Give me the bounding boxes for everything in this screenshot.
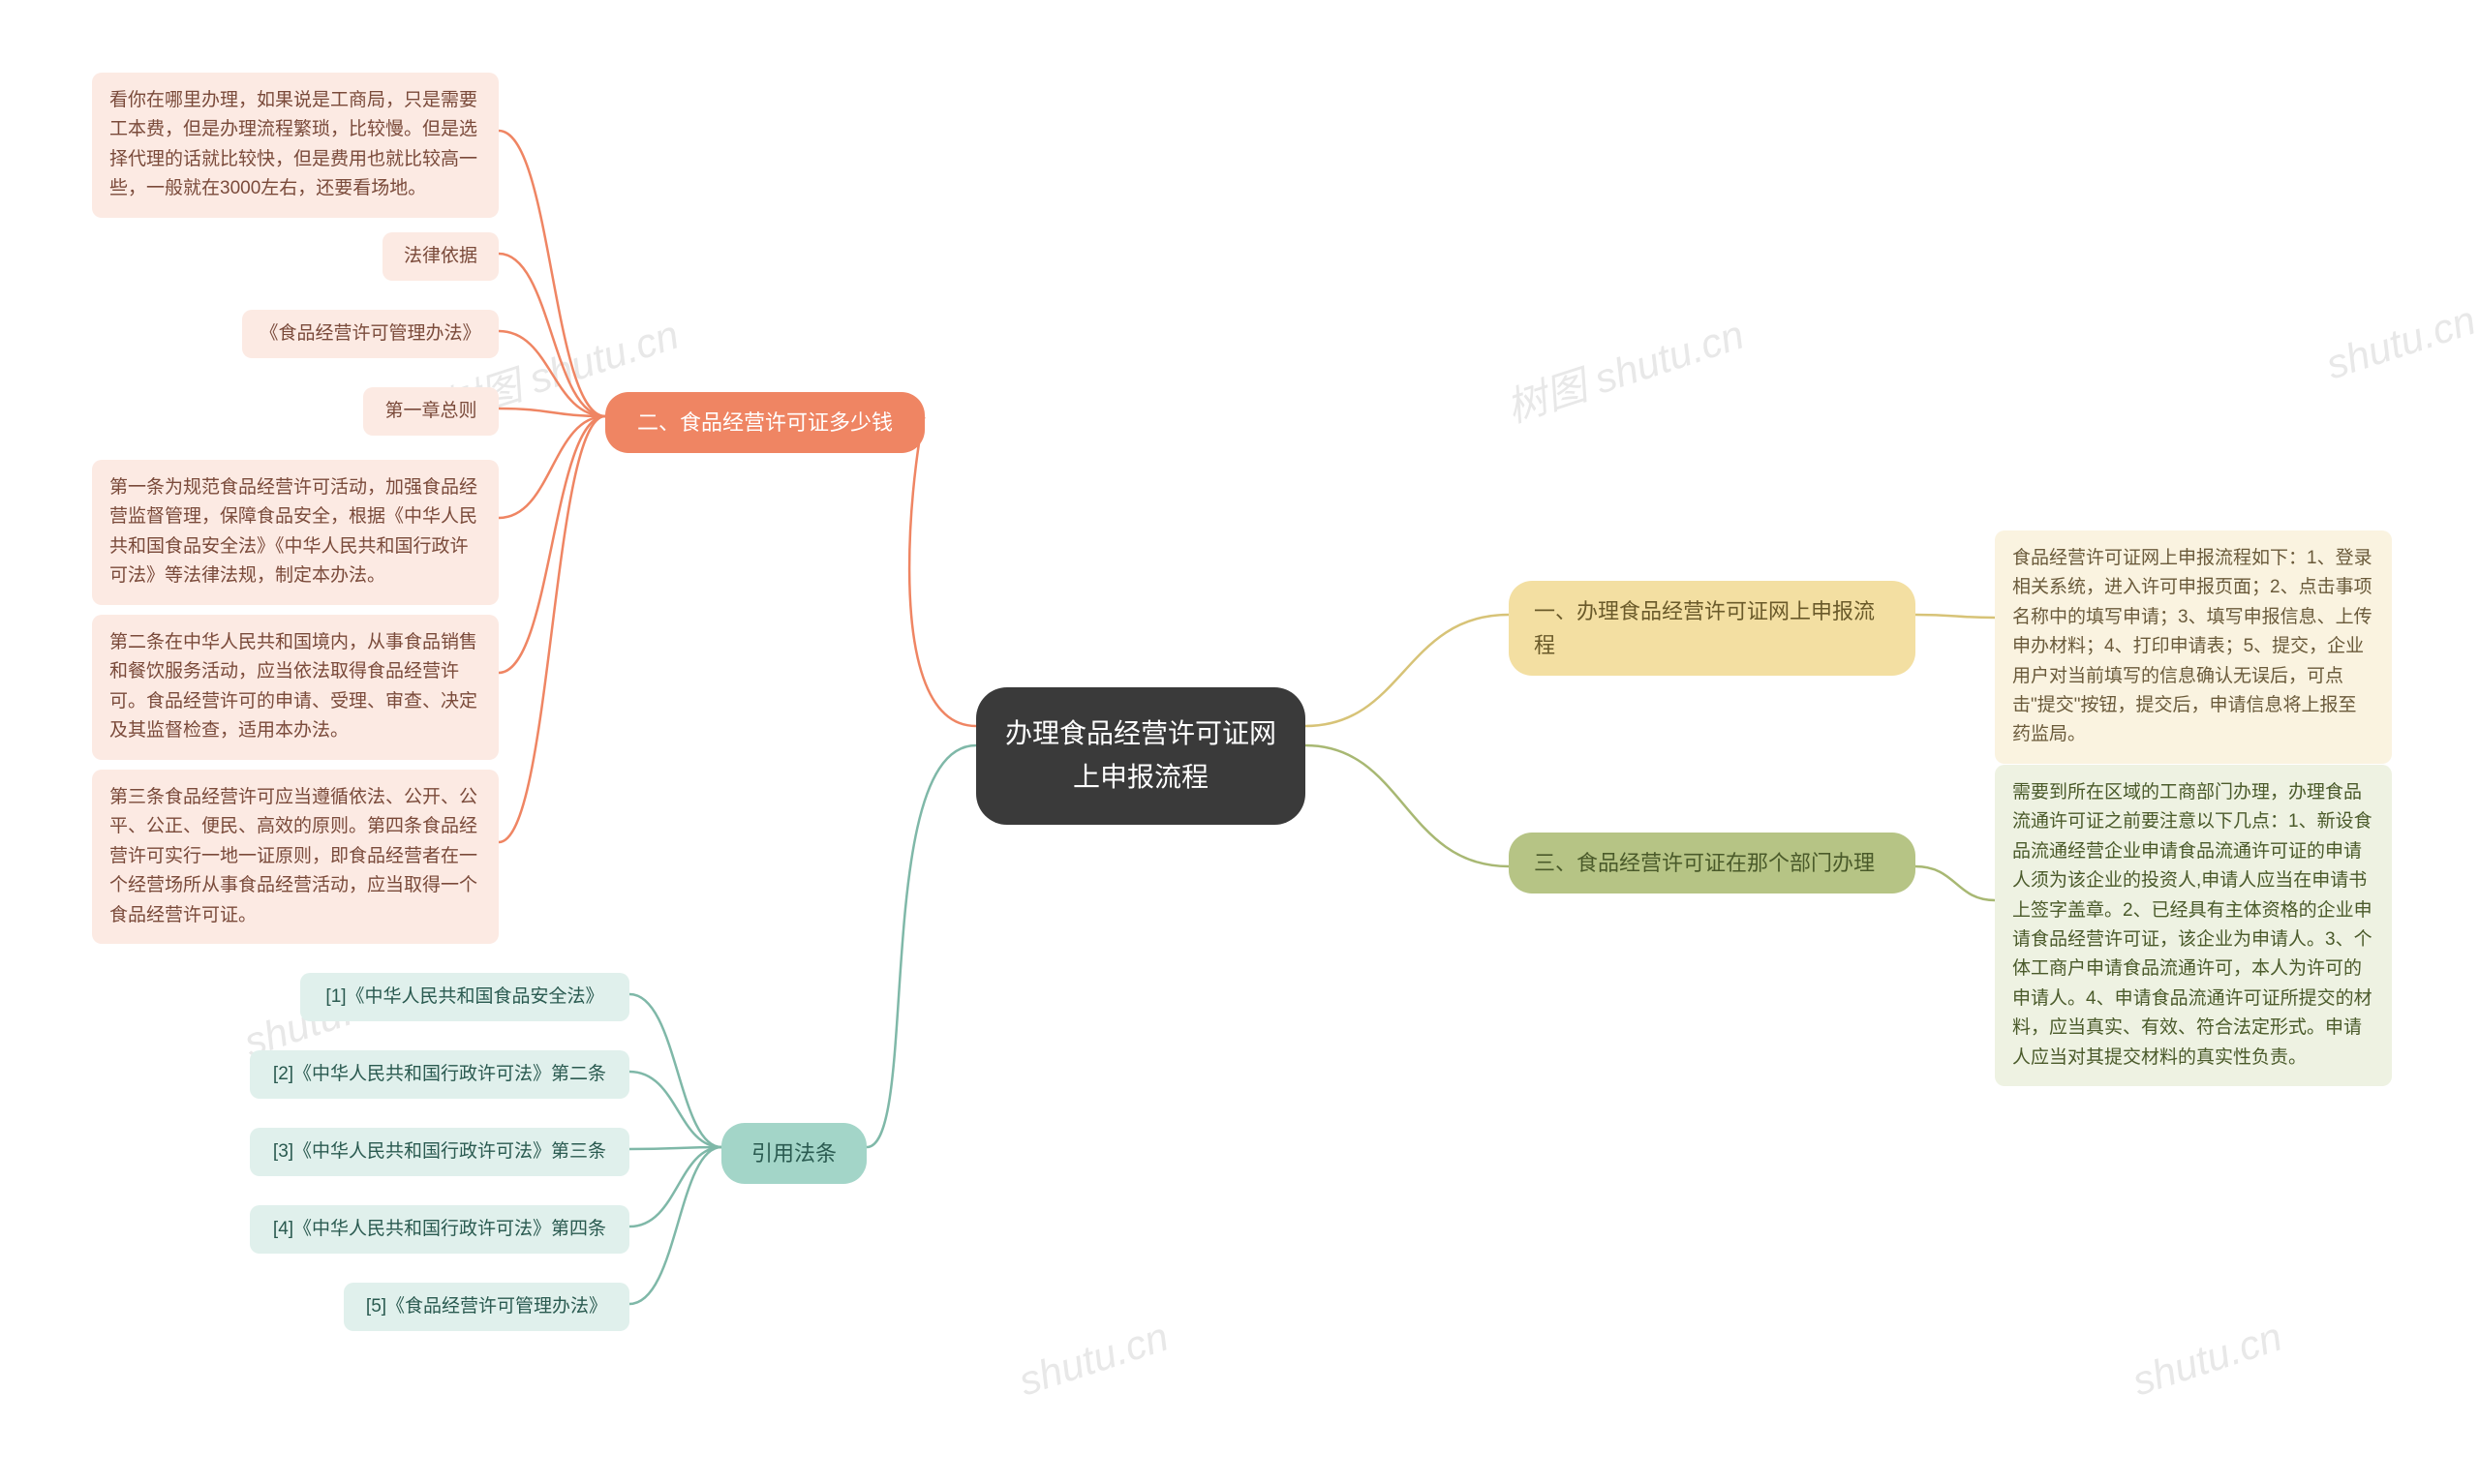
leaf-b2-3[interactable]: 《食品经营许可管理办法》 bbox=[242, 310, 499, 358]
branch-node-2[interactable]: 二、食品经营许可证多少钱 bbox=[605, 392, 925, 453]
leaf-b2-7[interactable]: 第三条食品经营许可应当遵循依法、公开、公平、公正、便民、高效的原则。第四条食品经… bbox=[92, 770, 499, 944]
watermark: shutu.cn bbox=[2127, 1314, 2287, 1406]
leaf-b2-4[interactable]: 第一章总则 bbox=[363, 387, 499, 436]
branch-node-4[interactable]: 引用法条 bbox=[721, 1123, 867, 1184]
watermark: shutu.cn bbox=[1013, 1314, 1174, 1406]
leaf-b2-5[interactable]: 第一条为规范食品经营许可活动，加强食品经营监督管理，保障食品安全，根据《中华人民… bbox=[92, 460, 499, 605]
branch-node-1[interactable]: 一、办理食品经营许可证网上申报流程 bbox=[1509, 581, 1915, 676]
leaf-b2-2[interactable]: 法律依据 bbox=[383, 232, 499, 281]
leaf-b4-5[interactable]: [5]《食品经营许可管理办法》 bbox=[344, 1283, 629, 1331]
leaf-b4-2[interactable]: [2]《中华人民共和国行政许可法》第二条 bbox=[250, 1050, 629, 1099]
leaf-b2-1[interactable]: 看你在哪里办理，如果说是工商局，只是需要工本费，但是办理流程繁琐，比较慢。但是选… bbox=[92, 73, 499, 218]
branch-node-3[interactable]: 三、食品经营许可证在那个部门办理 bbox=[1509, 833, 1915, 893]
leaf-b4-3[interactable]: [3]《中华人民共和国行政许可法》第三条 bbox=[250, 1128, 629, 1176]
leaf-b2-6[interactable]: 第二条在中华人民共和国境内，从事食品销售和餐饮服务活动，应当依法取得食品经营许可… bbox=[92, 615, 499, 760]
center-node[interactable]: 办理食品经营许可证网上申报流程 bbox=[976, 687, 1305, 825]
leaf-b1-1[interactable]: 食品经营许可证网上申报流程如下：1、登录相关系统，进入许可申报页面；2、点击事项… bbox=[1995, 530, 2392, 764]
leaf-b3-1[interactable]: 需要到所在区域的工商部门办理，办理食品流通许可证之前要注意以下几点：1、新设食品… bbox=[1995, 765, 2392, 1086]
watermark: 树图 shutu.cn bbox=[1498, 302, 1751, 435]
watermark: shutu.cn bbox=[2320, 297, 2479, 389]
leaf-b4-4[interactable]: [4]《中华人民共和国行政许可法》第四条 bbox=[250, 1205, 629, 1254]
leaf-b4-1[interactable]: [1]《中华人民共和国食品安全法》 bbox=[300, 973, 629, 1021]
